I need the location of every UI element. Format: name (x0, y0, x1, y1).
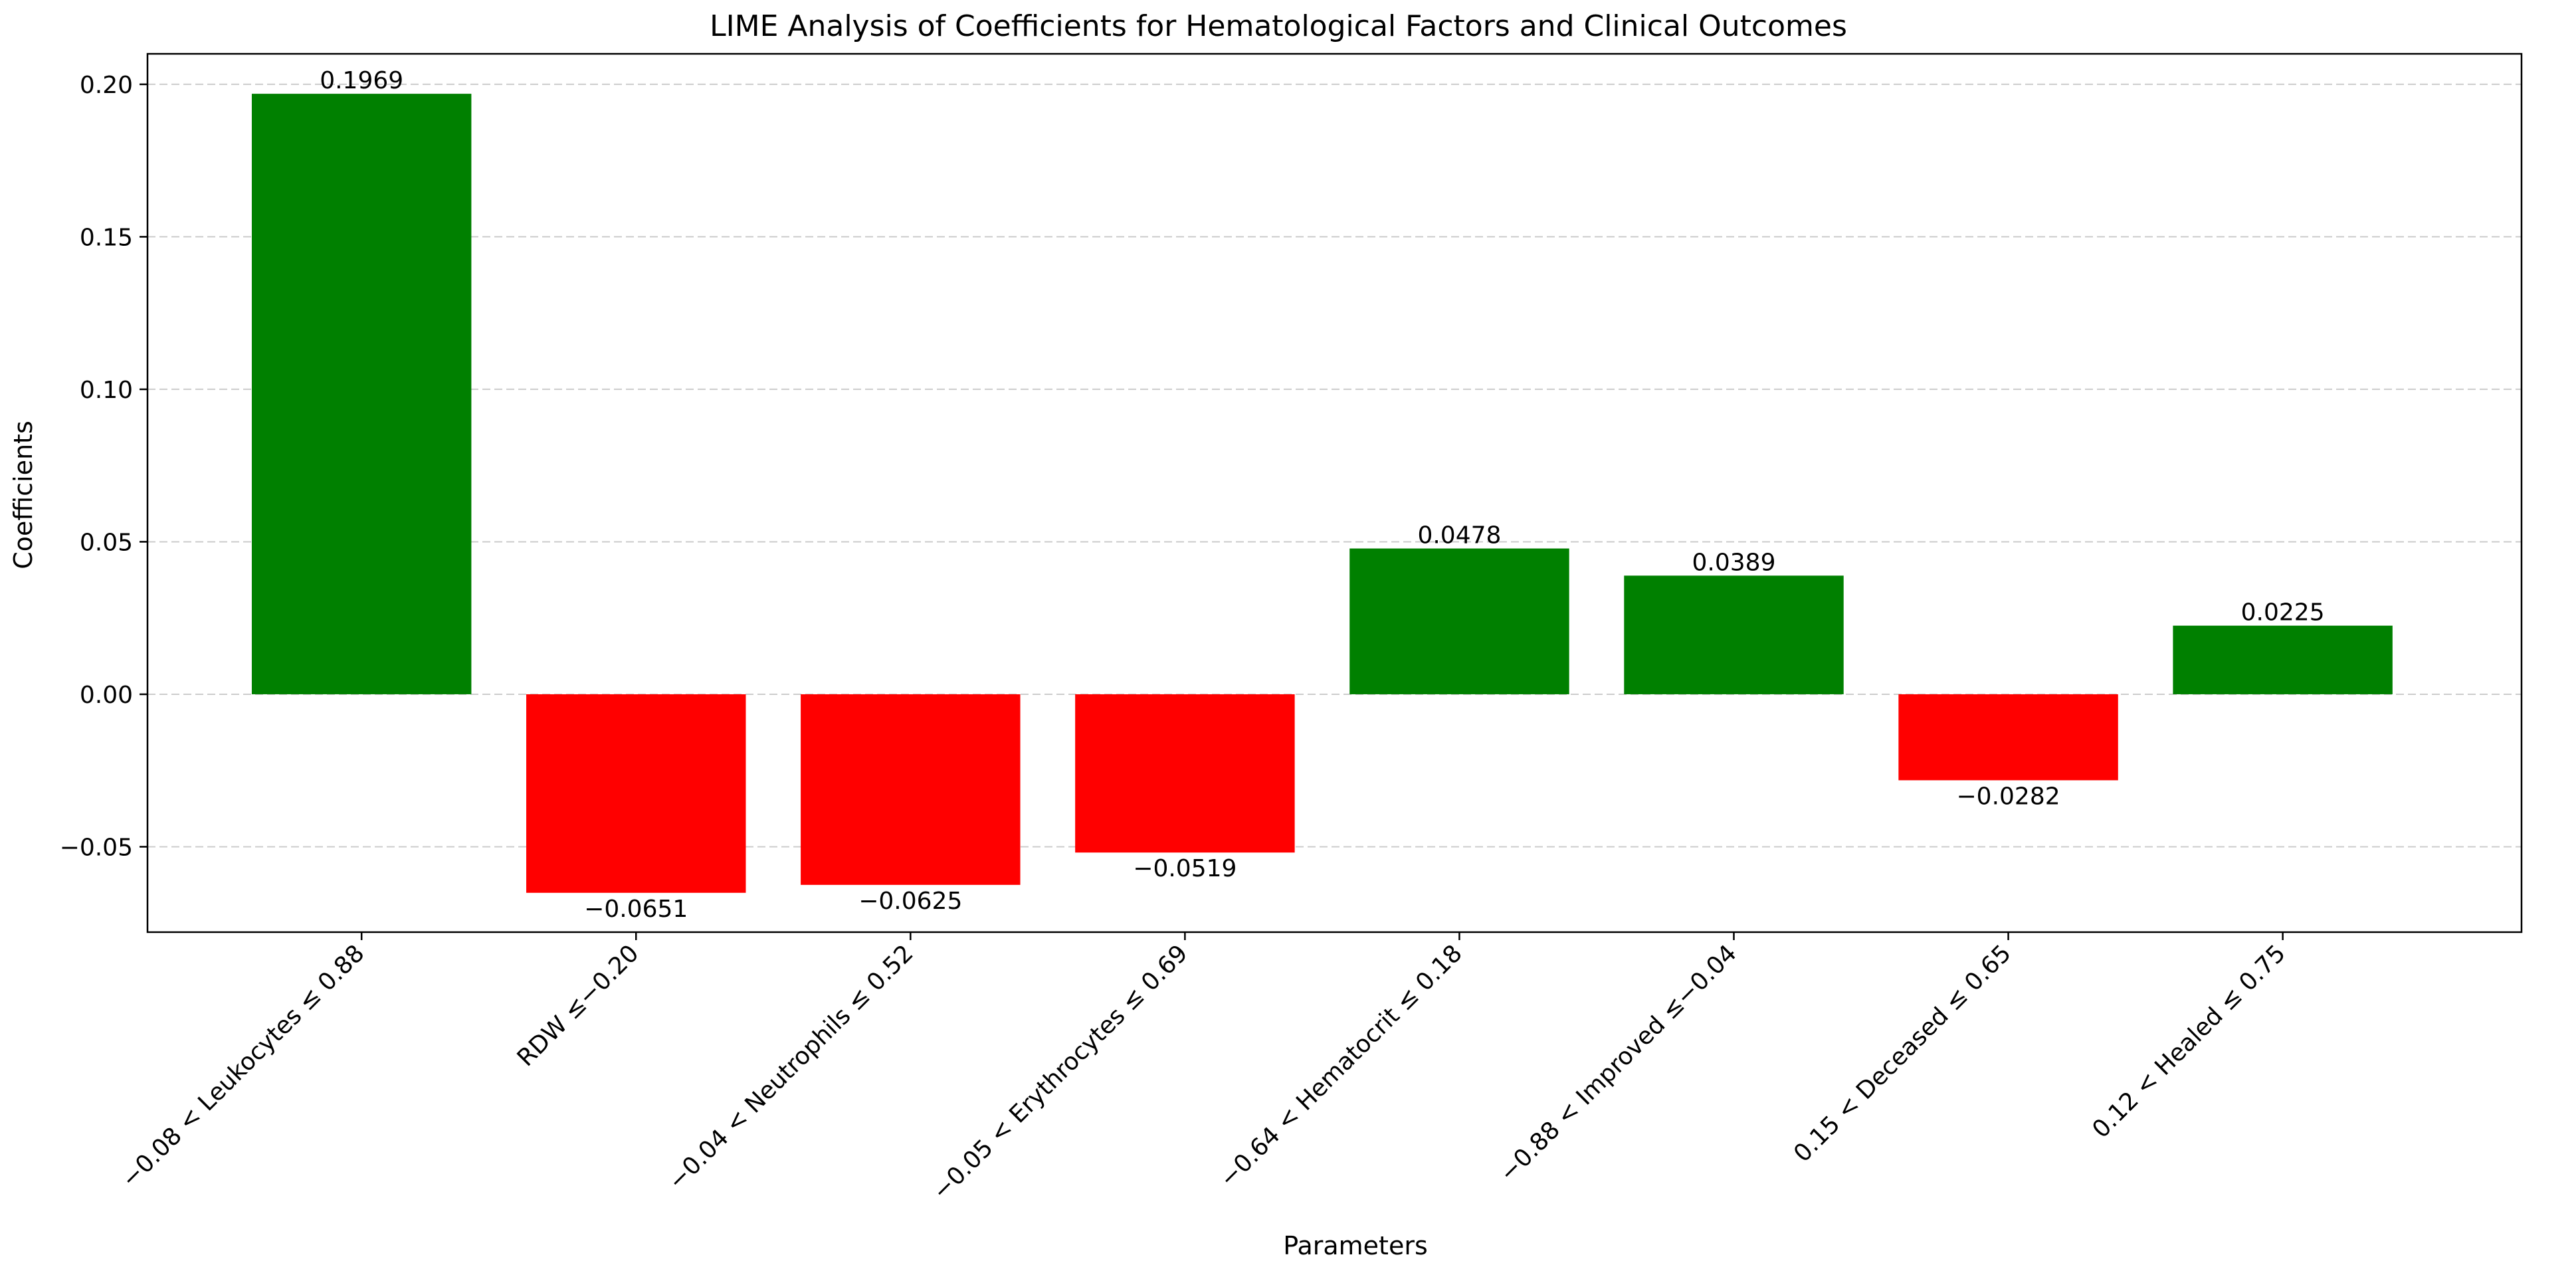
value-labels: 0.1969 −0.0651 −0.0625 −0.0519 0.0478 0.0389 −… (320, 67, 2324, 923)
y-tick-label: −0.05 (60, 834, 133, 861)
chart-title: LIME Analysis of Coefficients for Hemato… (710, 9, 1847, 43)
bar-value-label: −0.0282 (1957, 783, 2060, 810)
bar (1898, 694, 2118, 781)
bar-value-label: 0.0225 (2241, 599, 2325, 627)
plot-frame (146, 52, 2523, 933)
bar (1075, 694, 1295, 853)
bar-value-label: 0.0478 (1417, 522, 1501, 549)
bar-value-label: −0.0625 (858, 888, 962, 915)
bar-value-label: −0.0519 (1133, 855, 1237, 882)
y-tick-label: 0.00 (80, 682, 133, 709)
x-axis-label: Parameters (1283, 1231, 1428, 1260)
y-axis-label: Coefficients (9, 421, 38, 569)
bar (1624, 575, 1844, 694)
y-axis: −0.05 0.00 0.05 0.10 0.15 0.20 (60, 72, 148, 861)
bar (526, 694, 746, 893)
y-tick-label: 0.20 (80, 72, 133, 99)
bar (1349, 548, 1569, 694)
bar-layer (251, 94, 2393, 893)
bar-value-label: 0.1969 (320, 67, 403, 94)
bar (251, 94, 472, 694)
bar (2173, 625, 2393, 694)
bar-value-label: −0.0651 (584, 896, 688, 923)
y-tick-label: 0.05 (80, 529, 133, 556)
bar (801, 694, 1021, 885)
y-tick-label: 0.15 (80, 224, 133, 251)
y-tick-label: 0.10 (80, 377, 133, 404)
bar-value-label: 0.0389 (1692, 549, 1776, 576)
